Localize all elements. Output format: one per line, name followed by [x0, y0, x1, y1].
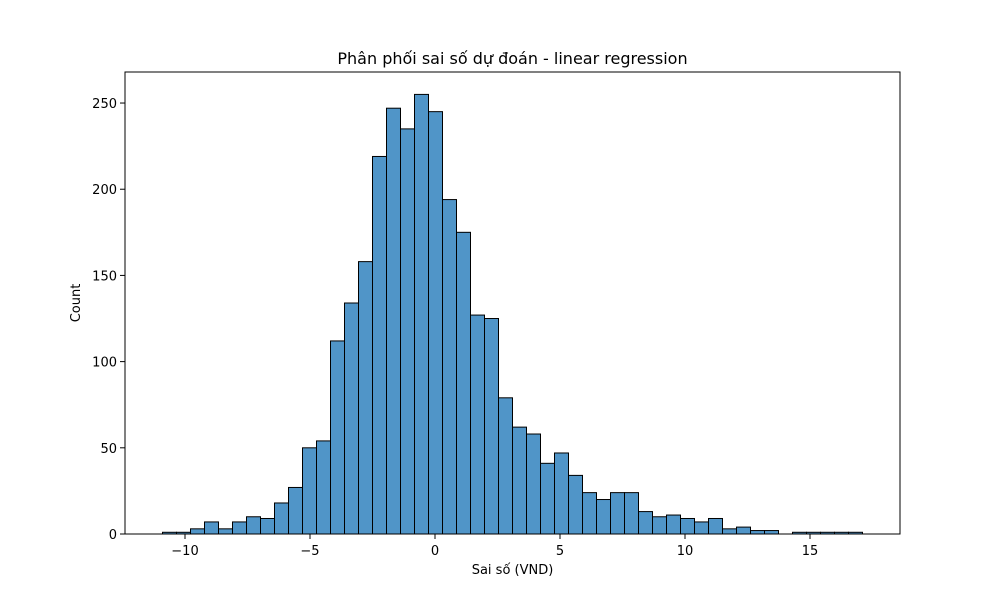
- bars-layer: [162, 93, 863, 535]
- histogram-bar: [638, 511, 653, 535]
- histogram-bar: [246, 516, 261, 535]
- y-tick-label: 50: [100, 442, 117, 457]
- y-axis-label: Count: [69, 284, 84, 323]
- histogram-bar: [218, 528, 233, 535]
- y-tick-label: 100: [92, 356, 117, 371]
- histogram-bar: [764, 530, 779, 535]
- histogram-bar: [190, 528, 205, 535]
- histogram-bar: [204, 521, 219, 535]
- y-tick-label: 150: [92, 269, 117, 284]
- y-tick-label: 200: [92, 183, 117, 198]
- histogram-bar: [540, 462, 555, 535]
- histogram-bar: [680, 517, 695, 535]
- histogram-bar: [274, 502, 289, 535]
- histogram-bar: [400, 128, 415, 535]
- histogram-bar: [554, 452, 569, 535]
- histogram-bar: [260, 517, 275, 535]
- histogram-bar: [568, 474, 583, 535]
- x-tick-label: 10: [677, 544, 694, 559]
- histogram-bar: [428, 111, 443, 535]
- x-tick-label: 15: [802, 544, 819, 559]
- histogram-bar: [386, 107, 401, 535]
- histogram-bar: [484, 318, 499, 535]
- y-tick-label: 250: [92, 97, 117, 112]
- x-axis-label: Sai số (VND): [472, 563, 554, 578]
- histogram-bar: [652, 516, 667, 535]
- histogram-bar: [302, 447, 317, 535]
- plot-frame: [124, 71, 901, 535]
- histogram-bar: [330, 340, 345, 535]
- histogram-bar: [470, 314, 485, 535]
- histogram-bar: [526, 433, 541, 535]
- histogram-bar: [414, 93, 429, 535]
- histogram-bar: [288, 486, 303, 535]
- histogram-bar: [708, 517, 723, 535]
- histogram-bar: [358, 261, 373, 535]
- histogram-bar: [456, 231, 471, 535]
- histogram-bar: [610, 492, 625, 535]
- x-tick-label: −10: [171, 544, 198, 559]
- x-tick-label: −5: [300, 544, 319, 559]
- histogram-bar: [344, 302, 359, 535]
- histogram-bar: [232, 521, 247, 535]
- histogram-bar: [694, 521, 709, 535]
- histogram-bar: [316, 440, 331, 535]
- histogram-bar: [624, 492, 639, 535]
- y-tick-label: 0: [109, 528, 117, 543]
- histogram-bar: [736, 526, 751, 535]
- histogram-bar: [498, 397, 513, 535]
- histogram-bar: [582, 492, 597, 535]
- x-tick-label: 5: [556, 544, 564, 559]
- histogram-bar: [722, 528, 737, 535]
- histogram-bar: [666, 514, 681, 535]
- chart-title: Phân phối sai số dự đoán - linear regres…: [337, 49, 687, 68]
- histogram-bar: [750, 530, 765, 535]
- histogram-bar: [442, 199, 457, 535]
- x-tick-label: 0: [431, 544, 439, 559]
- histogram-bar: [372, 155, 387, 535]
- histogram-bar: [512, 426, 527, 535]
- histogram-bar: [596, 499, 611, 535]
